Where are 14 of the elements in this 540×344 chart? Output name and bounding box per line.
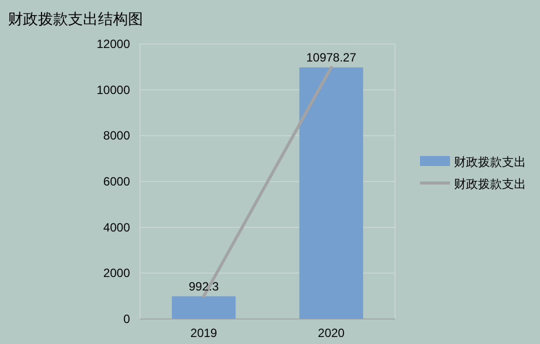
y-tick-label: 4000 [103,220,130,234]
x-tick-label: 2019 [190,326,218,340]
chart-title: 财政拨款支出结构图 [8,11,143,28]
legend-label: 财政拨款支出 [454,177,526,191]
data-label: 10978.27 [306,50,357,64]
y-tick-label: 8000 [103,128,130,143]
legend-label: 财政拨款支出 [454,155,526,169]
data-label: 992.3 [188,279,220,294]
y-tick-label: 0 [123,312,130,326]
y-tick-label: 12000 [96,37,130,51]
y-tick-label: 2000 [103,266,130,280]
x-tick-label: 2020 [318,326,345,340]
y-tick-label: 10000 [96,82,130,97]
y-tick-label: 6000 [103,174,130,188]
